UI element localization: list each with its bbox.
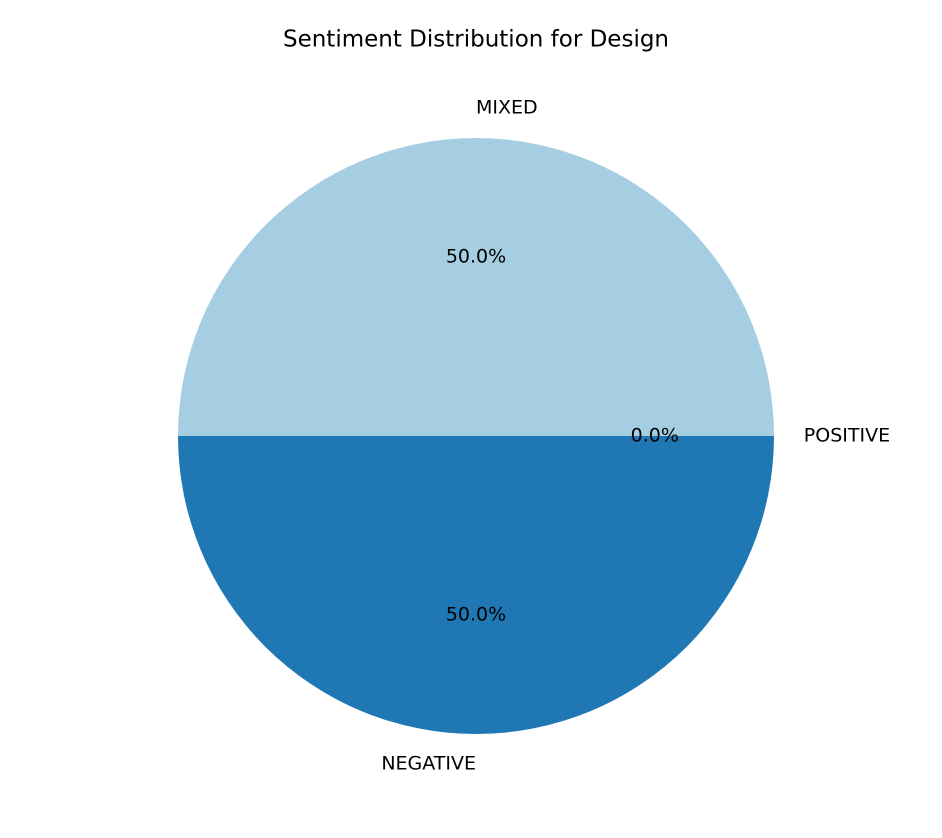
pie-slice: [178, 138, 774, 436]
slice-label: MIXED: [476, 97, 538, 119]
value-label: 50.0%: [446, 603, 506, 625]
chart-title: Sentiment Distribution for Design: [283, 27, 669, 53]
value-label: 0.0%: [631, 425, 679, 447]
pie-slice: [178, 436, 774, 734]
value-label: 50.0%: [446, 246, 506, 268]
slice-label: POSITIVE: [804, 425, 890, 447]
slice-label: NEGATIVE: [381, 752, 476, 774]
